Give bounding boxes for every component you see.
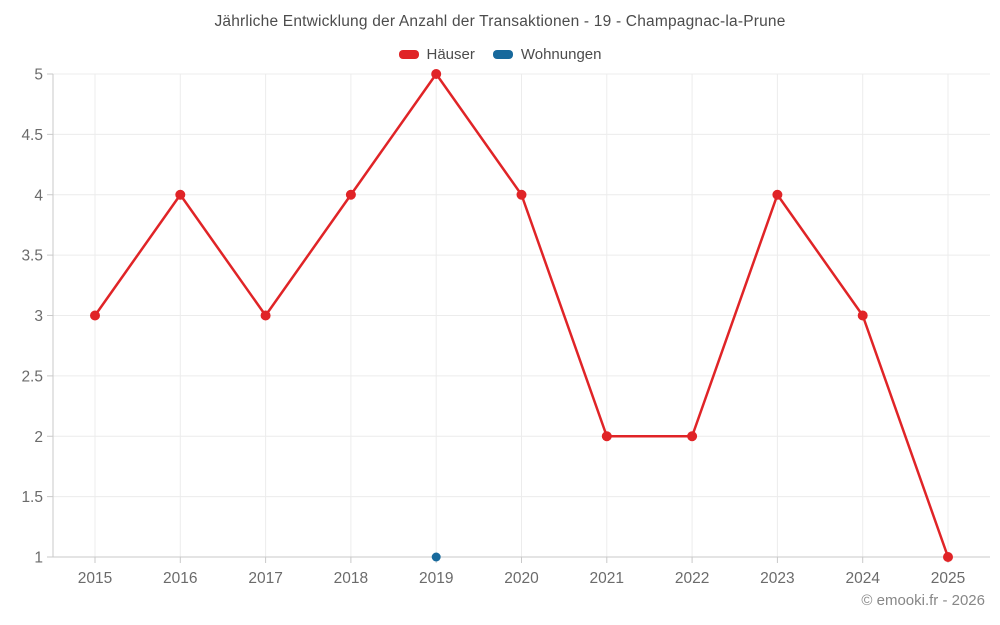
data-point-haeuser-2020 xyxy=(516,189,527,200)
data-point-haeuser-2023 xyxy=(772,189,783,200)
x-tick-label: 2018 xyxy=(334,570,368,587)
y-tick-label: 1 xyxy=(34,550,43,567)
y-tick-label: 1.5 xyxy=(21,489,43,506)
x-tick-label: 2025 xyxy=(931,570,965,587)
data-point-haeuser-2015 xyxy=(90,310,100,321)
x-tick-label: 2023 xyxy=(760,570,794,587)
x-tick-label: 2015 xyxy=(78,570,112,587)
x-tick-label: 2016 xyxy=(163,570,197,587)
x-tick-label: 2024 xyxy=(845,570,880,587)
legend-marker-wohnungen-icon xyxy=(492,50,513,59)
y-tick-label: 2.5 xyxy=(21,368,43,385)
data-point-haeuser-2025 xyxy=(943,552,953,562)
y-tick-label: 5 xyxy=(34,67,43,84)
copyright-footer: © emooki.fr - 2026 xyxy=(861,592,985,609)
x-tick-label: 2022 xyxy=(675,570,709,587)
data-point-haeuser-2017 xyxy=(260,310,271,321)
legend-item-wohnungen[interactable]: Wohnungen xyxy=(492,46,602,63)
chart-legend: Häuser Wohnungen xyxy=(0,46,1000,63)
y-tick-label: 4 xyxy=(34,187,43,204)
data-point-haeuser-2016 xyxy=(175,189,186,200)
x-tick-label: 2020 xyxy=(504,570,539,587)
y-tick-label: 4.5 xyxy=(21,127,43,144)
legend-label-wohnungen: Wohnungen xyxy=(520,46,602,63)
chart-title: Jährliche Entwicklung der Anzahl der Tra… xyxy=(214,13,786,30)
legend-label-haeuser: Häuser xyxy=(426,46,475,63)
y-tick-label: 3 xyxy=(34,308,43,325)
data-point-haeuser-2021 xyxy=(601,431,612,442)
data-point-haeuser-2022 xyxy=(687,431,698,442)
data-point-haeuser-2024 xyxy=(857,310,868,321)
x-tick-label: 2019 xyxy=(419,570,453,587)
legend-item-haeuser[interactable]: Häuser xyxy=(398,46,475,63)
legend-marker-haeuser-icon xyxy=(398,50,419,59)
x-tick-label: 2017 xyxy=(248,570,282,587)
y-tick-label: 3.5 xyxy=(21,248,43,265)
y-tick-label: 2 xyxy=(34,429,43,446)
data-point-wohnungen-2019 xyxy=(431,552,441,562)
x-tick-label: 2021 xyxy=(590,570,624,587)
data-point-haeuser-2019 xyxy=(431,69,442,79)
data-point-haeuser-2018 xyxy=(345,189,356,200)
